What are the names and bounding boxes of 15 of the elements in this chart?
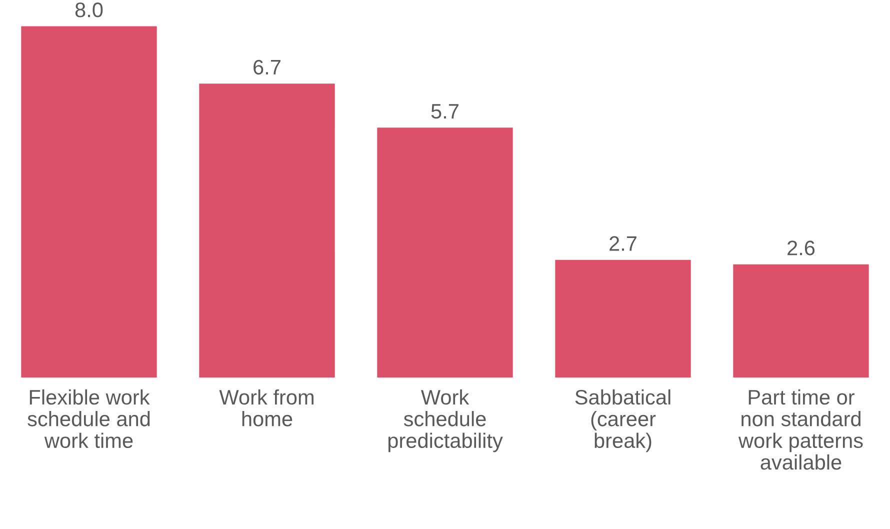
x-tick-label: Flexible work schedule and work time (28, 389, 150, 448)
x-tick-label: Work schedule predictability (388, 389, 503, 452)
x-tick-label: Sabbatical (career break) (575, 389, 670, 452)
data-label: 6.7 (254, 60, 280, 75)
bar (20, 24, 158, 378)
data-label: 5.7 (431, 104, 458, 119)
data-label: 8.0 (75, 2, 103, 18)
bar (554, 258, 692, 378)
bar (376, 126, 514, 378)
bar (198, 82, 336, 378)
data-label: 2.6 (788, 240, 815, 256)
bar (732, 262, 870, 378)
data-label: 2.7 (610, 236, 636, 251)
x-tick-label: Work from home (219, 389, 314, 426)
x-tick-label: Part time or non standard work patterns available (738, 389, 863, 470)
